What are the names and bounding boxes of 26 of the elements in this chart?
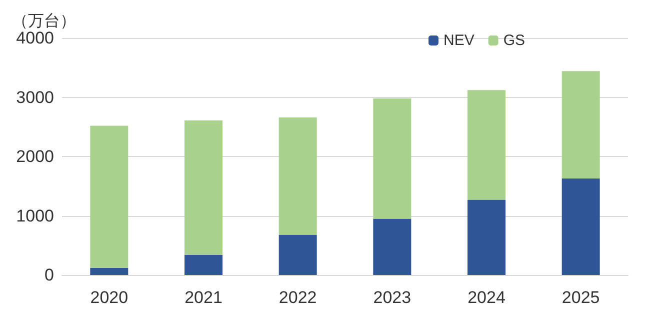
x-tick-label: 2025 <box>562 288 600 307</box>
x-tick-label: 2024 <box>468 288 506 307</box>
bar <box>184 120 222 255</box>
x-tick-label: 2020 <box>90 288 128 307</box>
legend-label: NEV <box>443 32 474 49</box>
x-tick-label: 2022 <box>278 288 317 307</box>
bar <box>90 268 128 275</box>
y-tick-label: 3000 <box>16 88 54 107</box>
bar <box>373 98 412 219</box>
bar <box>278 117 317 235</box>
bar <box>90 126 128 268</box>
y-axis-title: （万台） <box>12 12 76 30</box>
bar <box>468 90 506 200</box>
bar <box>184 254 222 275</box>
y-tick-label: 2000 <box>16 147 54 166</box>
y-tick-label: 0 <box>44 266 54 284</box>
y-tick-label: 1000 <box>16 206 54 226</box>
bar <box>373 218 412 275</box>
bar <box>562 71 600 178</box>
bar <box>278 234 317 275</box>
bar <box>468 200 506 275</box>
x-tick-label: 2023 <box>373 288 412 307</box>
bar <box>562 178 600 275</box>
x-tick-label: 2021 <box>184 288 222 307</box>
y-tick-label: 4000 <box>16 28 54 48</box>
legend-label: GS <box>503 32 526 49</box>
